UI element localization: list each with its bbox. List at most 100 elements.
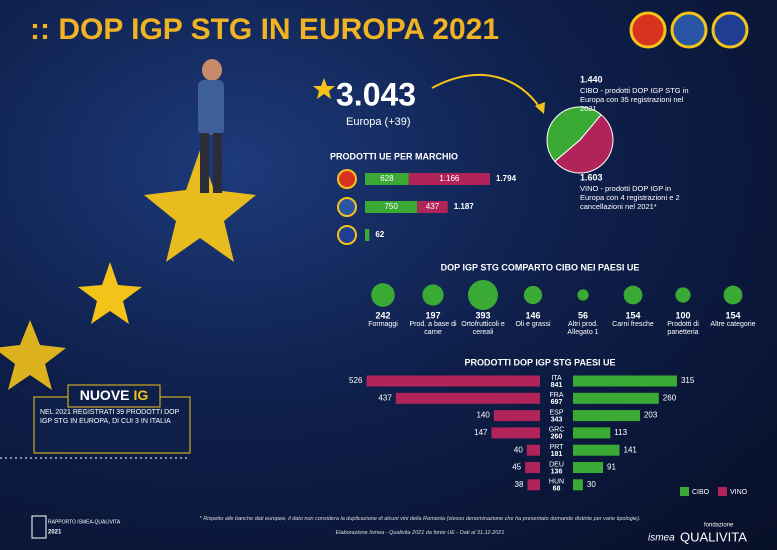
country: PRT [550, 444, 565, 451]
bar [573, 427, 611, 439]
bar [573, 479, 583, 491]
marchio-icon [337, 169, 357, 189]
bar [573, 444, 620, 456]
bubble-category: Carni fresche [612, 321, 654, 328]
country-total: 260 [551, 434, 563, 441]
bubble [675, 287, 691, 303]
source: Elaborazione Ismea - Qualivita 2021 da f… [335, 530, 505, 536]
bar [573, 392, 659, 404]
logo-text: RAPPORTO ISMEA-QUALIVITA [48, 519, 121, 525]
logo-fondazione: fondazione [704, 523, 734, 529]
country: FRA [550, 392, 564, 399]
bar-label: 38 [515, 480, 524, 489]
bubble [422, 284, 444, 306]
bar [527, 479, 540, 491]
bubble-value: 146 [525, 310, 540, 320]
bar-label: 45 [512, 463, 521, 472]
legend-swatch [680, 487, 689, 496]
bar-label: 140 [476, 411, 490, 420]
section-title: PRODOTTI DOP IGP STG PAESI UE [464, 357, 615, 367]
country: DEU [549, 461, 564, 468]
bar [366, 375, 540, 387]
pie-slice [554, 114, 614, 174]
bar [408, 173, 490, 185]
bar-label: 526 [349, 376, 363, 385]
arrow [431, 73, 541, 109]
nuove-ig-word: NUOVE [80, 387, 130, 403]
bubble-category: Oli e grassi [515, 321, 551, 328]
bar-label: 62 [375, 230, 384, 239]
bar-label: 260 [663, 393, 677, 402]
logo-text: 2021 [48, 530, 62, 536]
country-total: 343 [551, 416, 563, 423]
headline-value: 3.043 [336, 76, 416, 112]
bar-label: 628 [380, 174, 394, 183]
bar-label: 113 [614, 428, 627, 437]
seals [629, 11, 749, 49]
bubble-value: 393 [475, 310, 490, 320]
legend-swatch [718, 487, 727, 496]
bubble [371, 283, 395, 307]
nuove-ig-title: NUOVE IG [80, 387, 149, 403]
country-total: 68 [553, 486, 561, 493]
logo-ismea: ismea [648, 533, 675, 544]
bar [365, 229, 370, 241]
country-total: 181 [551, 451, 563, 458]
bubble [468, 280, 498, 310]
legend-label: CIBO [692, 489, 710, 496]
pie-description: VINO - prodotti DOP IGP in Europa con 4 … [580, 184, 680, 211]
bubble-value: 100 [675, 310, 690, 320]
bar-label: 141 [624, 445, 638, 454]
headline-label: Europa (+39) [346, 116, 411, 128]
country-total: 697 [551, 399, 563, 406]
bar [417, 201, 448, 213]
bar-label: 437 [426, 202, 440, 211]
title: :: DOP IGP STG IN EUROPA 2021 [30, 13, 499, 46]
bubble-category: Prod. a base di carne [409, 321, 457, 336]
bubble-value: 56 [578, 310, 588, 320]
logo-qualivita: QUALIVITA [680, 529, 747, 544]
pie-value: 1.440 [580, 74, 603, 84]
bubble [577, 289, 589, 301]
bar [491, 427, 540, 439]
nuove-ig-word: IG [134, 387, 149, 403]
bubble-category: Altri prod. Allegato 1 [567, 321, 599, 336]
bar-label: 203 [644, 411, 658, 420]
bubble-value: 154 [625, 310, 640, 320]
bubble-value: 154 [725, 310, 740, 320]
country: ITA [551, 375, 562, 382]
bar [573, 375, 677, 387]
bubble-category: Ortofrutticoli e cereali [461, 321, 505, 336]
bubble-value: 197 [425, 310, 440, 320]
country: HUN [549, 479, 564, 486]
country-total: 841 [551, 382, 563, 389]
marchio-icon [337, 225, 357, 245]
legend-label: VINO [730, 489, 748, 496]
bar-label: 1.166 [439, 174, 460, 183]
headline-star [313, 78, 335, 99]
footnote: * Rispetto alle banche dati europee, il … [199, 516, 641, 522]
bar-label: 147 [474, 428, 488, 437]
section-title: DOP IGP STG COMPARTO CIBO NEI PAESI UE [441, 262, 640, 272]
decor-figure [198, 59, 224, 193]
bubble [623, 285, 643, 305]
bubble-value: 242 [375, 310, 390, 320]
bubble [523, 285, 543, 305]
decor-stars [0, 150, 256, 390]
bar-label: 40 [514, 445, 523, 454]
bar-label: 315 [681, 376, 695, 385]
pie-description: CIBO - prodotti DOP IGP STG in Europa co… [580, 86, 689, 113]
bubble-category: Formaggi [368, 321, 398, 328]
country: GRC [549, 427, 565, 434]
bar-total: 1.794 [496, 174, 517, 183]
pie-slice [546, 106, 602, 163]
nuove-ig-title-box [67, 384, 161, 408]
country-total: 136 [551, 468, 563, 475]
bar-label: 437 [378, 393, 392, 402]
bar [395, 392, 540, 404]
nuove-ig-text: NEL 2021 REGISTRATI 39 PRODOTTI DOP IGP … [40, 409, 180, 425]
bar-label: 30 [587, 480, 596, 489]
bar [365, 201, 418, 213]
